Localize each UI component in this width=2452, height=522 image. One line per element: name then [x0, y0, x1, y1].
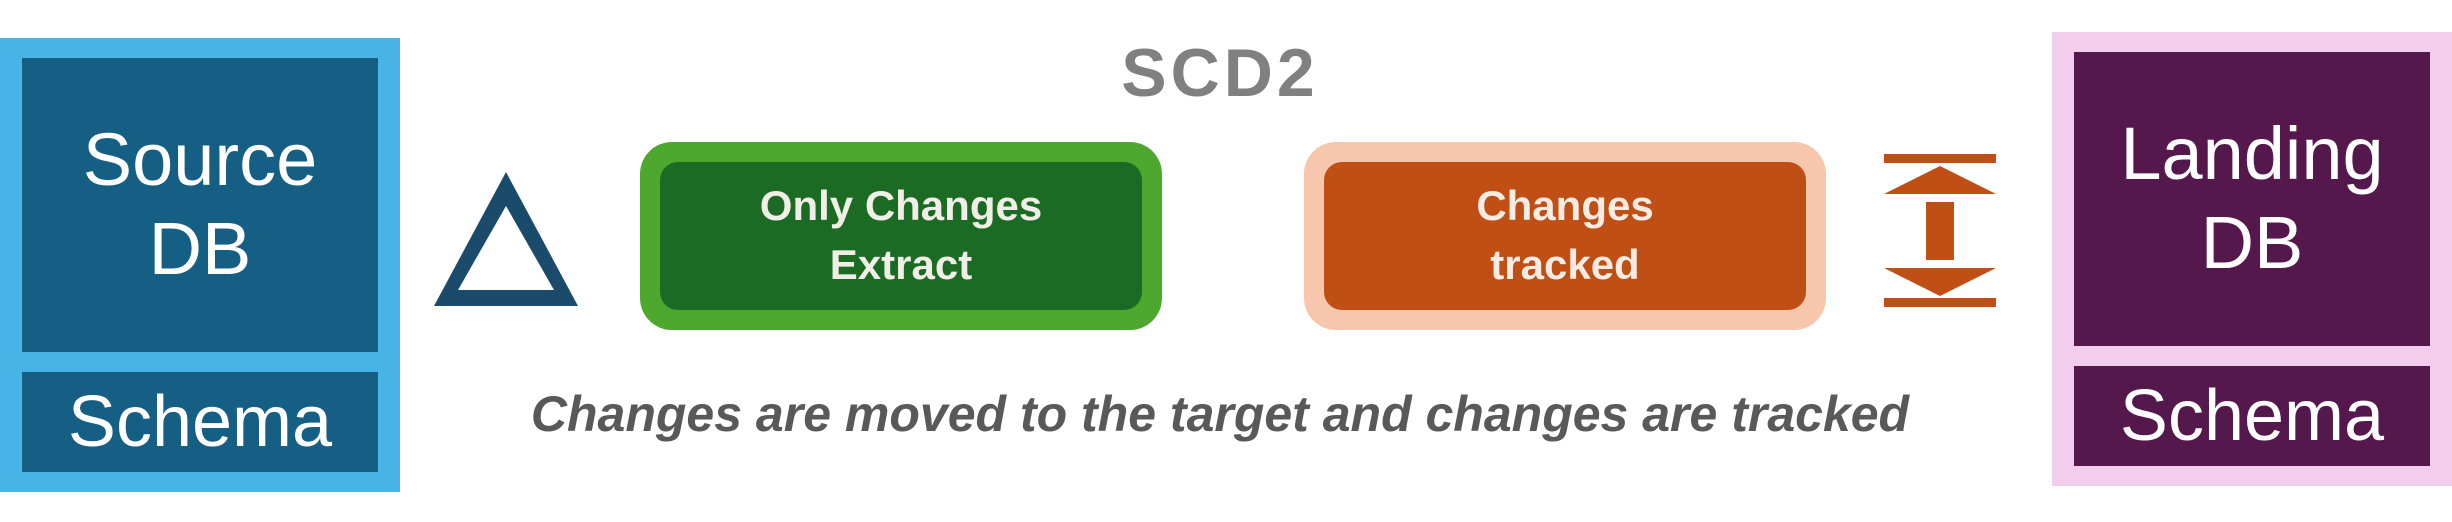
landing-db-label: Landing DB	[2120, 112, 2384, 284]
caption-text: Changes are moved to the target and chan…	[530, 386, 1910, 442]
tracked-label: Changes tracked	[1476, 182, 1654, 288]
diagram-caption: Changes are moved to the target and chan…	[420, 374, 2020, 454]
landing-schema-box: Schema	[2074, 366, 2430, 466]
landing-db-box: Landing DB	[2074, 52, 2430, 346]
source-schema-label: Schema	[67, 382, 333, 462]
landing-schema-label: Schema	[2119, 376, 2385, 456]
tracked-box: Changes tracked	[1324, 162, 1806, 310]
source-db-label: Source DB	[82, 118, 318, 290]
delta-icon	[434, 172, 578, 306]
diagram-title: SCD2	[1040, 28, 1400, 118]
source-schema-box: Schema	[22, 372, 378, 472]
vertical-range-arrows-icon	[1884, 154, 1996, 307]
source-db-box: Source DB	[22, 58, 378, 352]
extract-label: Only Changes Extract	[759, 182, 1043, 288]
extract-box: Only Changes Extract	[660, 162, 1142, 310]
diagram-title-text: SCD2	[1121, 35, 1319, 111]
